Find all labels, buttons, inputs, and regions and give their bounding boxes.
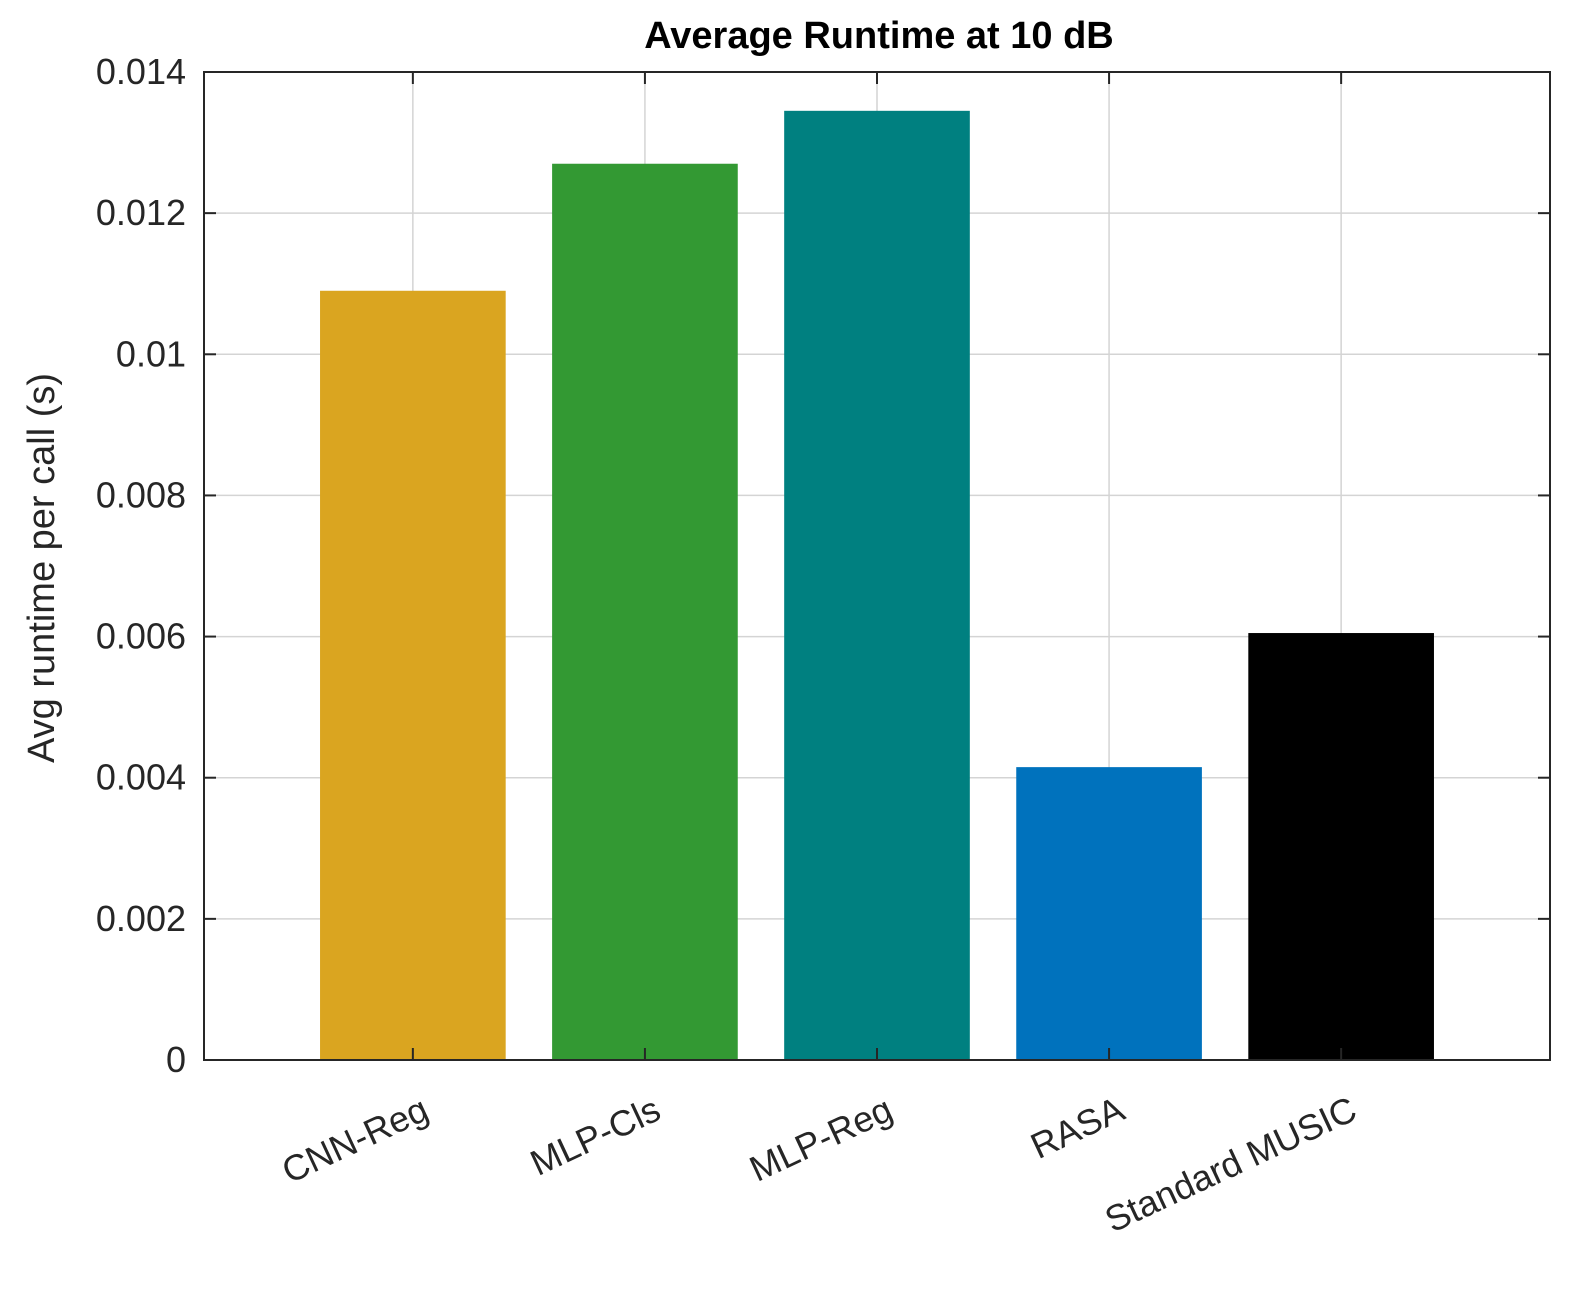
y-tick-label: 0.01 [116, 333, 186, 374]
chart-title: Average Runtime at 10 dB [644, 15, 1114, 57]
y-tick-label: 0 [166, 1039, 186, 1080]
x-category-label: MLP-Cls [524, 1088, 666, 1183]
y-tick-label: 0.006 [96, 616, 186, 657]
x-category-label: RASA [1024, 1088, 1130, 1167]
y-tick-label: 0.012 [96, 192, 186, 233]
y-tick-label: 0.008 [96, 474, 186, 515]
bar-mlp-reg [784, 110, 970, 1061]
y-tick-label: 0.002 [96, 898, 186, 939]
bar-rasa [1016, 767, 1202, 1060]
y-tick-label: 0.004 [96, 757, 186, 798]
tick-layer [204, 71, 1550, 1061]
y-axis-label: Avg runtime per call (s) [21, 373, 63, 763]
bar-standard-music [1248, 633, 1434, 1060]
bar-cnn-reg [320, 290, 506, 1060]
y-tick-label: 0.014 [96, 51, 186, 92]
x-category-label: CNN-Reg [276, 1088, 435, 1191]
bar-layer [320, 110, 1434, 1061]
x-category-label: Standard MUSIC [1099, 1088, 1363, 1240]
bar-mlp-cls [552, 163, 738, 1060]
x-category-label: MLP-Reg [743, 1088, 898, 1189]
